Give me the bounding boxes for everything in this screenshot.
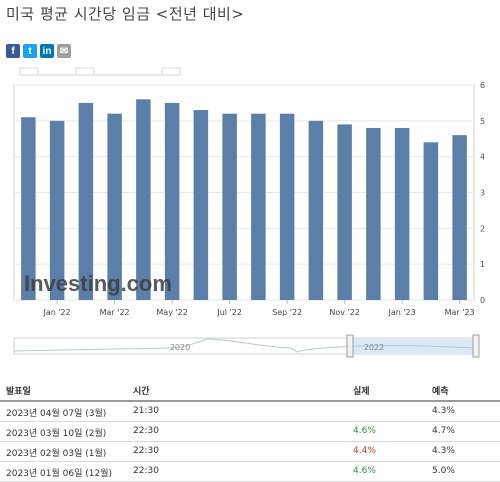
header-date: 발표일 [6,387,31,397]
bar[interactable] [21,117,36,300]
y-tick-label: 1 [480,260,485,269]
x-tick-label: Jan '23 [387,308,415,317]
bar[interactable] [49,120,65,300]
header-time: 시간 [133,387,150,397]
bar[interactable] [394,128,410,300]
bar[interactable] [366,128,381,300]
release-time: 22:30 [133,426,159,436]
table-row: 2023년 03월 10일 (2월) 22:30 4.6% 4.7% [0,422,500,442]
table-header: 발표일 시간 실제 예측 [0,378,500,402]
table-row: 2023년 01월 06일 (12월) 22:30 4.6% 5.0% [0,462,500,482]
header-actual: 실제 [353,387,370,397]
x-tick-label: Jul '22 [216,308,242,317]
forecast-value: 4.7% [432,426,455,436]
table-body: 2023년 04월 07일 (3월) 21:30 4.3% 2023년 03월 10일… [0,402,500,482]
x-tick-label: May '22 [156,308,187,317]
x-tick-label: Mar '22 [100,308,130,317]
bar[interactable] [136,99,151,300]
email-icon[interactable]: ✉ [57,44,71,58]
navigator-line [13,338,476,353]
y-tick-label: 6 [480,81,485,90]
bar-chart: 0 1 2 3 4 5 6 Jan '22 Mar '22 May '22 Jul '22 Sep '… [13,67,485,358]
page-title: 미국 평균 시간당 임금 <전년 대비> [6,5,245,23]
y-tick-label: 4 [480,153,485,162]
release-table: 발표일 시간 실제 예측 2023년 04월 07일 (3월) 21:30 4.3%… [0,378,500,482]
table-row: 2023년 04월 07일 (3월) 21:30 4.3% [0,402,500,422]
bar[interactable] [452,135,467,300]
chart-toolbar-button[interactable] [161,67,181,76]
release-date: 2023년 01월 06일 (12월) [6,469,112,479]
navigator-label: 2022 [364,343,384,352]
bar[interactable] [279,113,295,300]
bar[interactable] [107,113,122,300]
header-forecast: 예측 [432,387,449,397]
y-tick-label: 5 [480,117,485,126]
navigator-handle-left[interactable] [346,334,354,358]
x-tick-label: Mar '23 [445,308,475,317]
forecast-value: 5.0% [432,466,455,476]
release-date: 2023년 02월 03일 (1월) [6,449,107,459]
twitter-icon[interactable]: t [23,44,37,58]
x-tick-label: Nov '22 [329,308,360,317]
table-row: 2023년 02월 03일 (1월) 22:30 4.4% 4.3% [0,442,500,462]
y-tick-label: 0 [480,296,485,305]
release-date: 2023년 04월 07일 (3월) [6,409,107,419]
y-tick-label: 3 [480,189,485,198]
bar[interactable] [78,102,94,300]
investing-watermark: Investing.com [24,271,172,296]
bar[interactable] [164,102,180,300]
x-tick-label: Sep '22 [272,308,302,317]
actual-value: 4.6% [353,466,376,476]
bar[interactable] [193,110,209,300]
facebook-icon[interactable]: f [6,44,20,58]
release-time: 22:30 [133,466,159,476]
release-time: 21:30 [133,406,159,416]
chart-toolbar-button[interactable] [75,67,95,76]
navigator-handle-right[interactable] [472,334,480,358]
bar[interactable] [337,124,352,300]
bar[interactable] [423,142,439,300]
chart-toolbar-button[interactable] [19,67,39,76]
forecast-value: 4.3% [432,406,455,416]
bar[interactable] [308,120,324,300]
bar[interactable] [251,113,266,300]
x-tick-label: Jan '22 [42,308,70,317]
chart-frame: 0 1 2 3 4 5 6 Jan '22 Mar '22 May '22 Jul '22 Sep '… [0,63,500,373]
release-date: 2023년 03월 10일 (2월) [6,429,107,439]
bar[interactable] [222,113,237,300]
forecast-value: 4.3% [432,446,455,456]
y-tick-label: 2 [480,224,485,233]
release-time: 22:30 [133,446,159,456]
actual-value: 4.4% [353,446,376,456]
navigator-label: 2020 [170,343,190,352]
linkedin-icon[interactable]: in [40,44,54,58]
actual-value: 4.6% [353,426,376,436]
